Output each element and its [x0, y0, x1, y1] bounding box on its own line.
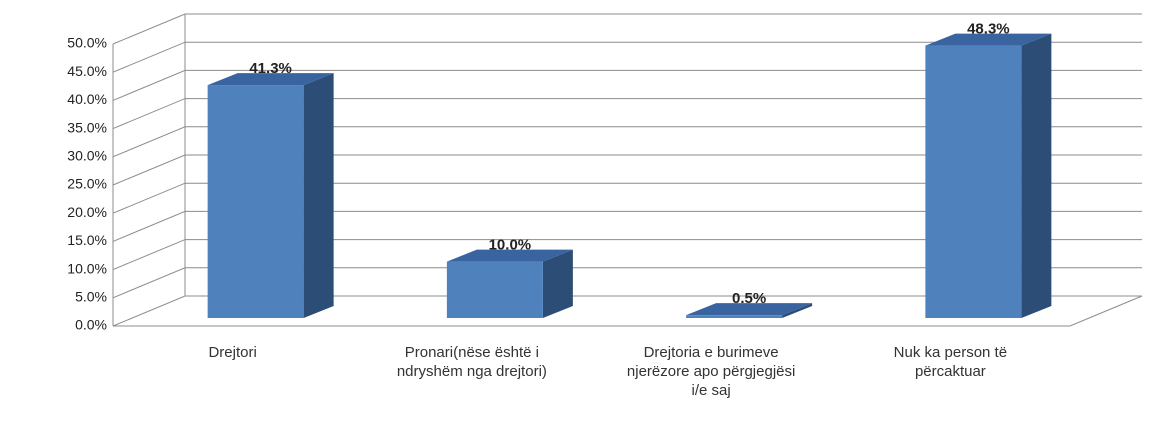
grid-line [112, 126, 1142, 158]
y-tick-label: 5.0% [75, 289, 107, 305]
x-tick-label: Drejtoria e burimeve njerëzore apo përgj… [626, 344, 796, 399]
grid-line [112, 154, 1142, 186]
bar [925, 45, 1022, 318]
grid-line [112, 210, 1142, 242]
grid-line [112, 182, 1142, 214]
y-tick-label: 30.0% [67, 148, 107, 164]
y-tick-label: 0.0% [75, 317, 107, 333]
bar-side [1021, 33, 1052, 318]
y-tick-label: 10.0% [67, 260, 107, 276]
floor [113, 295, 1143, 327]
y-tick-label: 50.0% [67, 35, 107, 51]
y-tick-label: 35.0% [67, 119, 107, 135]
bar-top [446, 249, 573, 262]
data-label: 41.3% [249, 60, 292, 77]
grid-line [112, 13, 1142, 45]
grid-line [112, 98, 1142, 130]
x-tick-label: Drejtori [208, 344, 257, 361]
data-label: 48.3% [967, 21, 1010, 38]
bar-top [686, 303, 813, 316]
x-tick-label: Pronari(nëse është i ndryshëm nga drejto… [396, 344, 547, 380]
y-tick-label: 25.0% [67, 176, 107, 192]
grid-line [112, 267, 1142, 299]
grid-line [112, 69, 1142, 101]
bar-top [207, 73, 334, 86]
bar-side [782, 303, 813, 318]
data-label: 10.0% [489, 237, 532, 254]
grid-line [112, 295, 1142, 327]
bar [686, 315, 783, 318]
bar [207, 85, 304, 319]
y-tick-label: 20.0% [67, 204, 107, 220]
grid-line [112, 41, 1142, 73]
y-tick-label: 15.0% [67, 232, 107, 248]
y-tick-label: 40.0% [67, 91, 107, 107]
bar-side [542, 249, 573, 318]
grid-line [112, 239, 1142, 271]
data-label: 0.5% [732, 290, 766, 307]
y-tick-label: 45.0% [67, 63, 107, 79]
x-tick-label: Nuk ka person të përcaktuar [893, 344, 1008, 380]
bar-top [925, 33, 1052, 46]
bar [446, 261, 543, 318]
bar-side [303, 73, 334, 319]
